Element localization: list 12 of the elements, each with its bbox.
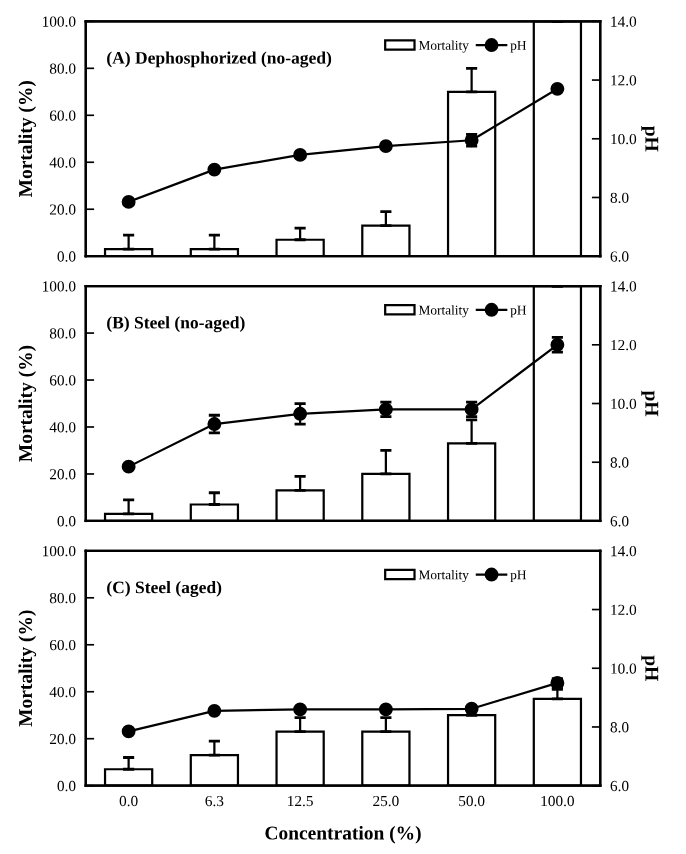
y2-axis-title: pH (641, 126, 659, 152)
y2-axis-title: pH (641, 390, 659, 417)
text: (A) Dephosphorized (no-aged) (107, 51, 332, 68)
x-axis-title: Concentration (%) (265, 825, 421, 844)
text: (C) Steel (aged) (107, 580, 222, 597)
y-axis-title: Mortality (%) (18, 610, 37, 727)
point (293, 147, 308, 162)
point (121, 194, 136, 209)
text: (B) Steel (no-aged) (107, 316, 245, 333)
y-axis-title: Mortality (%) (18, 81, 37, 198)
y2-axis-title: pH (641, 655, 659, 681)
y-axis-title: Mortality (%) (18, 345, 37, 462)
